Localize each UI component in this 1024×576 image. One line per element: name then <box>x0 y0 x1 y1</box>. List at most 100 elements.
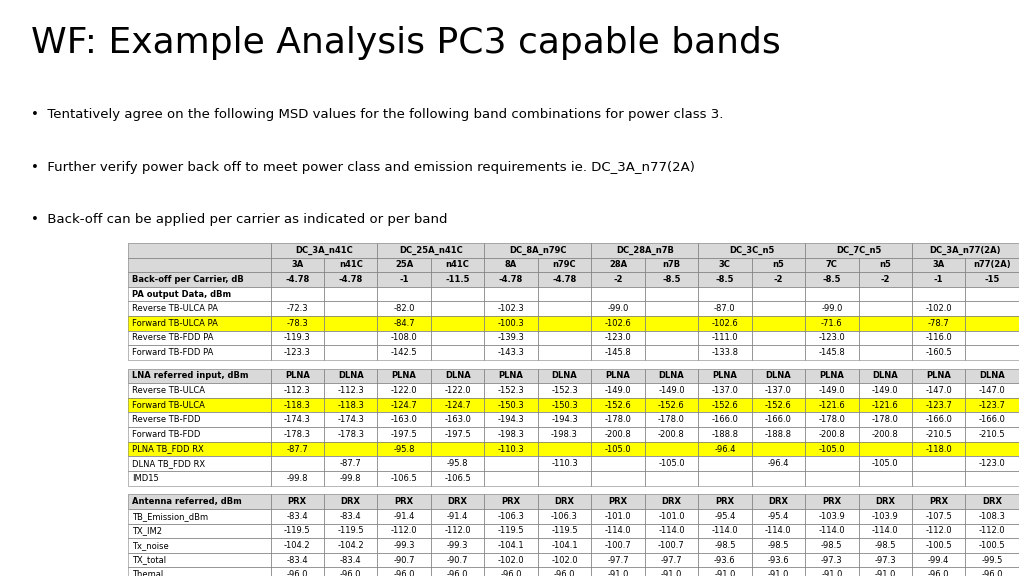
Text: PLNA: PLNA <box>819 372 844 380</box>
Text: -108.0: -108.0 <box>391 334 418 343</box>
Bar <box>484 301 538 316</box>
Bar <box>752 509 805 524</box>
Text: -102.3: -102.3 <box>498 304 524 313</box>
Bar <box>645 494 698 509</box>
Bar <box>805 331 858 345</box>
Bar <box>858 456 912 471</box>
Bar <box>128 471 270 486</box>
Bar <box>645 567 698 576</box>
Bar <box>484 398 538 412</box>
Text: -166.0: -166.0 <box>979 415 1006 425</box>
Bar <box>966 345 1019 360</box>
Bar <box>645 398 698 412</box>
Bar <box>752 442 805 456</box>
Bar <box>270 287 324 301</box>
Bar <box>324 456 378 471</box>
Text: -96.0: -96.0 <box>393 570 415 576</box>
Bar <box>270 471 324 486</box>
Bar <box>378 494 431 509</box>
Bar <box>645 412 698 427</box>
Bar <box>752 345 805 360</box>
Bar <box>752 257 805 272</box>
Bar <box>858 287 912 301</box>
Bar <box>484 471 538 486</box>
Bar <box>591 524 645 538</box>
Bar <box>324 567 378 576</box>
Bar <box>966 257 1019 272</box>
Bar <box>431 442 484 456</box>
Bar <box>591 412 645 427</box>
Bar <box>128 524 270 538</box>
Bar <box>484 442 538 456</box>
Bar <box>752 494 805 509</box>
Text: -163.0: -163.0 <box>444 415 471 425</box>
Bar <box>378 243 484 257</box>
Text: -139.3: -139.3 <box>498 334 524 343</box>
Text: -174.3: -174.3 <box>284 415 310 425</box>
Bar <box>645 369 698 383</box>
Text: n5: n5 <box>772 260 784 270</box>
Bar <box>645 345 698 360</box>
Bar <box>858 471 912 486</box>
Bar <box>966 494 1019 509</box>
Text: -102.6: -102.6 <box>604 319 632 328</box>
Bar <box>805 383 858 398</box>
Bar <box>805 456 858 471</box>
Bar <box>805 369 858 383</box>
Text: -96.0: -96.0 <box>554 570 575 576</box>
Text: -112.3: -112.3 <box>284 386 310 395</box>
Text: -178.3: -178.3 <box>284 430 310 439</box>
Bar <box>591 331 645 345</box>
Bar <box>858 316 912 331</box>
Bar <box>538 398 591 412</box>
Bar <box>378 301 431 316</box>
Text: -200.8: -200.8 <box>818 430 845 439</box>
Bar <box>378 331 431 345</box>
Bar <box>484 442 538 456</box>
Text: -147.0: -147.0 <box>979 386 1006 395</box>
Bar <box>698 272 752 287</box>
Text: -95.8: -95.8 <box>393 445 415 453</box>
Text: -210.5: -210.5 <box>926 430 952 439</box>
Bar <box>912 316 966 331</box>
Bar <box>752 427 805 442</box>
Text: -124.7: -124.7 <box>391 401 418 410</box>
Bar <box>966 287 1019 301</box>
Bar <box>431 287 484 301</box>
Bar <box>805 272 858 287</box>
Bar <box>484 345 538 360</box>
Bar <box>858 369 912 383</box>
Text: -71.6: -71.6 <box>821 319 843 328</box>
Bar <box>752 383 805 398</box>
Bar <box>591 427 645 442</box>
Bar <box>431 412 484 427</box>
Bar <box>431 538 484 553</box>
Bar <box>484 316 538 331</box>
Bar <box>431 553 484 567</box>
Text: -174.3: -174.3 <box>337 415 365 425</box>
Bar <box>805 383 858 398</box>
Bar <box>324 383 378 398</box>
Bar <box>431 538 484 553</box>
Bar <box>484 538 538 553</box>
Text: -197.5: -197.5 <box>444 430 471 439</box>
Bar <box>378 383 431 398</box>
Bar <box>752 456 805 471</box>
Bar <box>378 427 431 442</box>
Text: Back-off per Carrier, dB: Back-off per Carrier, dB <box>132 275 244 284</box>
Bar <box>752 301 805 316</box>
Bar <box>270 272 324 287</box>
Text: DLNA: DLNA <box>979 372 1005 380</box>
Bar <box>378 345 431 360</box>
Bar <box>484 369 538 383</box>
Bar <box>805 524 858 538</box>
Bar <box>858 553 912 567</box>
Text: -100.5: -100.5 <box>926 541 952 550</box>
Bar <box>484 383 538 398</box>
Bar <box>538 553 591 567</box>
Text: -91.4: -91.4 <box>393 511 415 521</box>
Bar <box>752 427 805 442</box>
Bar <box>645 345 698 360</box>
Bar <box>966 272 1019 287</box>
Bar <box>538 398 591 412</box>
